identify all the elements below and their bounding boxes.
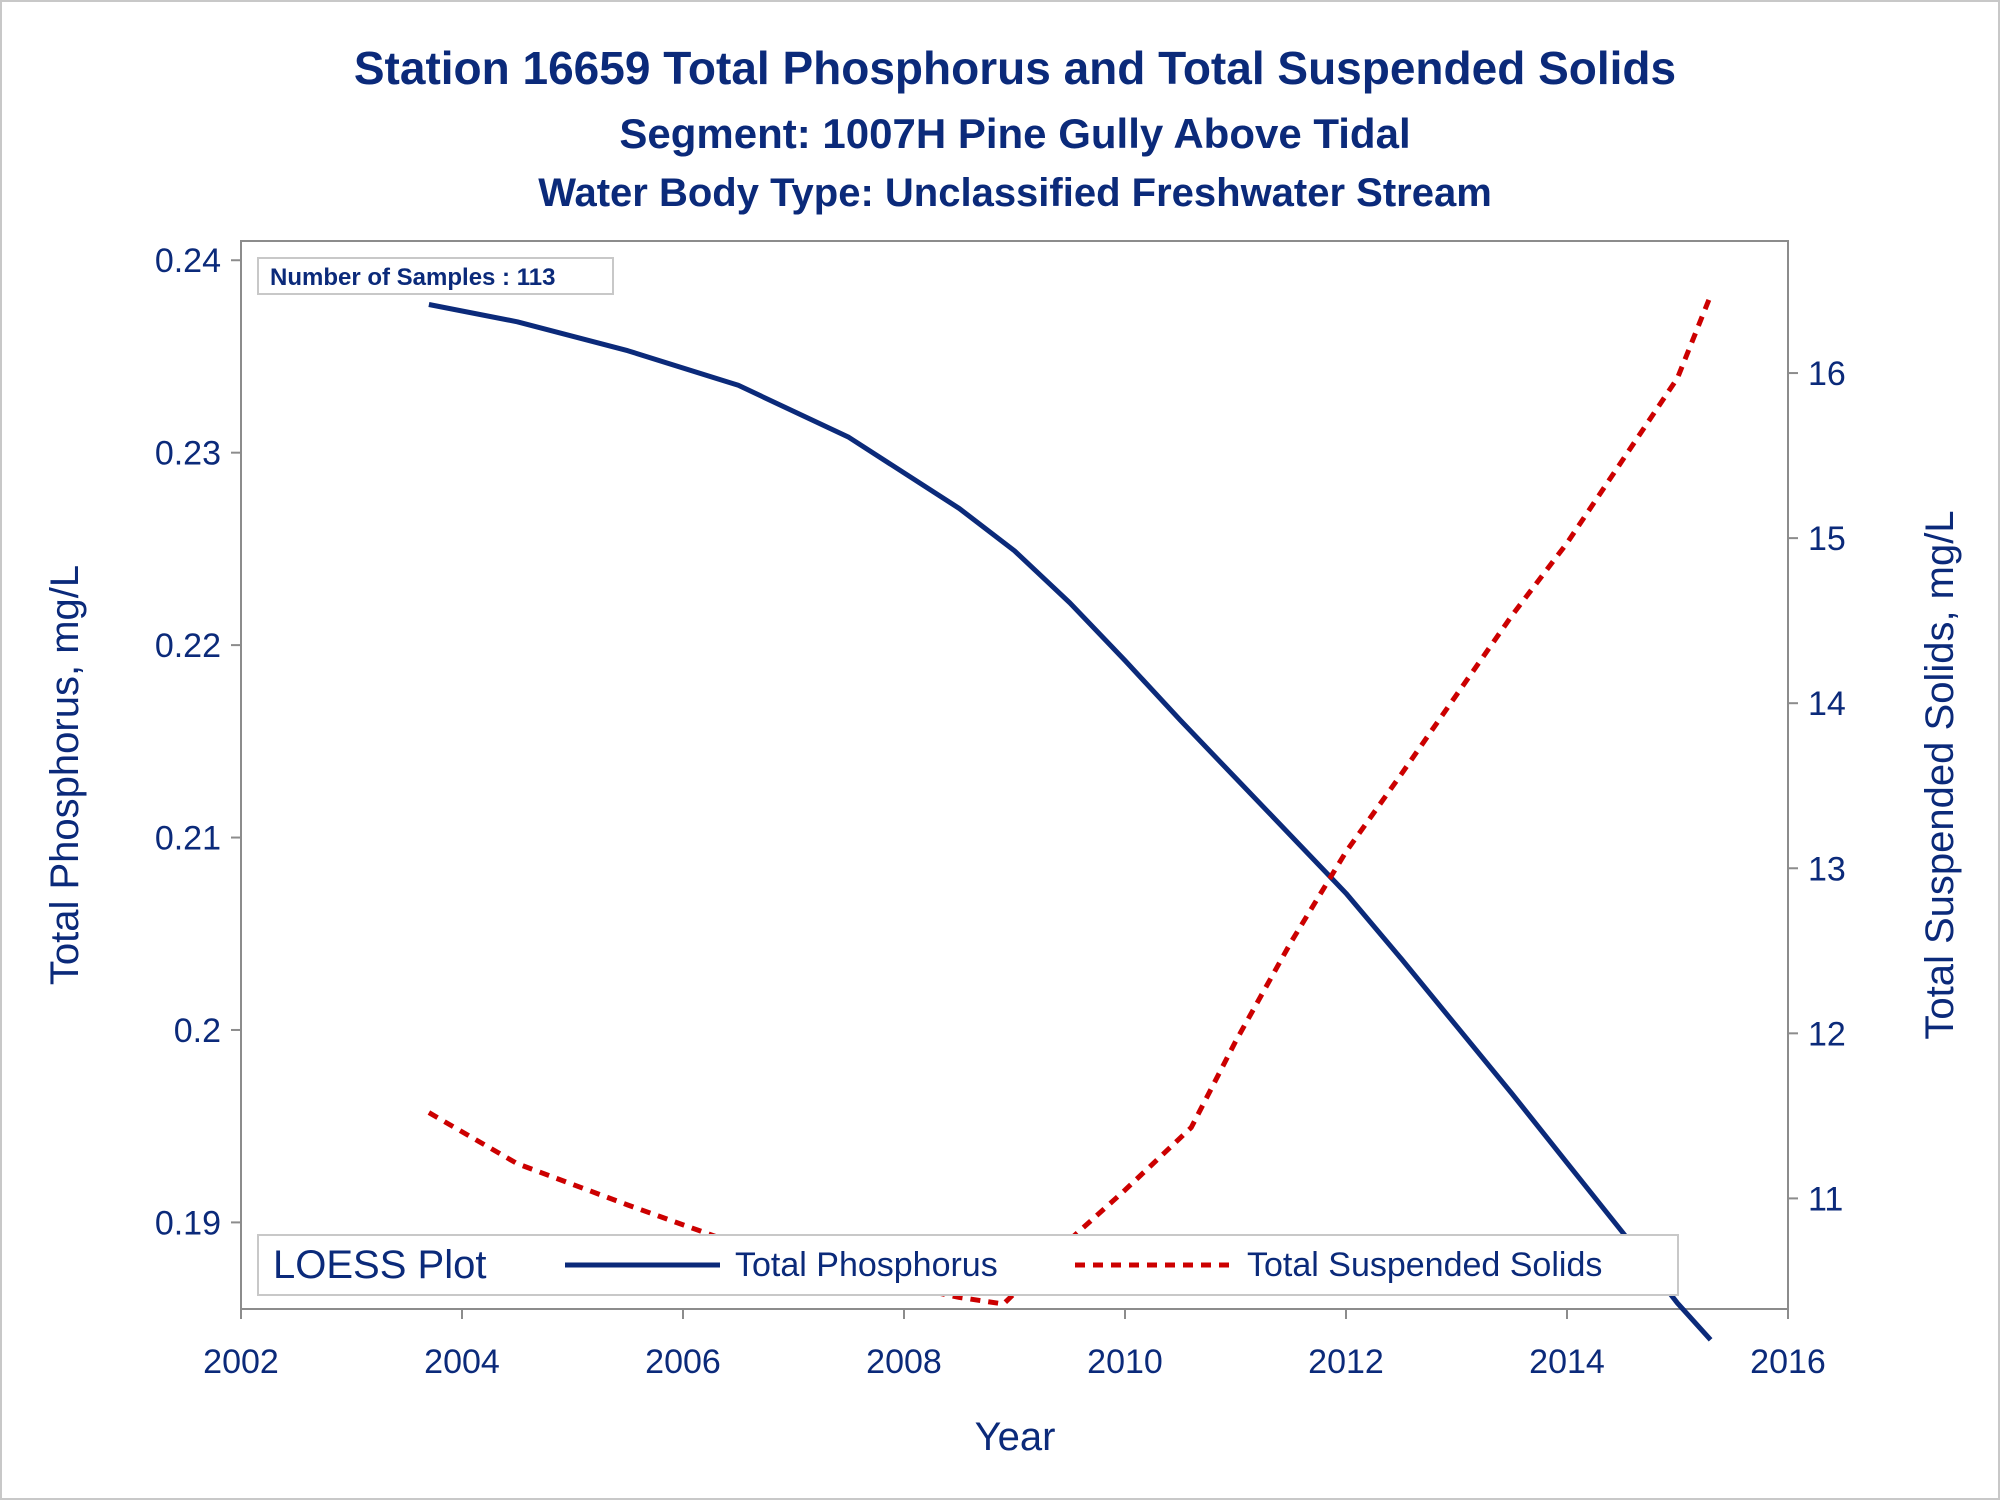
y2-tick-label: 11 [1808, 1180, 1843, 1218]
y2-tick-label: 14 [1808, 685, 1846, 723]
legend-label-tss: Total Suspended Solids [1247, 1246, 1602, 1284]
x-axis-label: Year [975, 1415, 1056, 1459]
x-tick-label: 2002 [203, 1343, 279, 1381]
legend-label-phosphorus: Total Phosphorus [735, 1246, 998, 1284]
y2-axis-label: Total Suspended Solids, mg/L [1918, 510, 1962, 1039]
y-tick-label: 0.21 [155, 820, 221, 858]
y-tick-label: 0.24 [155, 242, 221, 280]
y-axis-right: 11 12 13 14 15 16 [1788, 355, 1846, 1218]
legend-box [257, 1234, 1679, 1296]
plot-area [240, 240, 1789, 1310]
chart-title: Station 16659 Total Phosphorus and Total… [354, 42, 1676, 94]
legend: LOESS Plot Total Phosphorus Total Suspen… [257, 1234, 1679, 1296]
x-tick-label: 2010 [1087, 1343, 1163, 1381]
sample-count-text: Number of Samples : 113 [270, 264, 555, 291]
y2-tick-label: 16 [1808, 355, 1846, 393]
x-tick-label: 2016 [1750, 1343, 1826, 1381]
legend-title: LOESS Plot [273, 1243, 486, 1287]
y2-tick-label: 15 [1808, 520, 1846, 558]
y-tick-label: 0.19 [155, 1204, 221, 1242]
y-tick-label: 0.23 [155, 435, 221, 473]
y-axis-left: 0.19 0.2 0.21 0.22 0.23 0.24 [155, 242, 241, 1242]
x-tick-label: 2004 [424, 1343, 500, 1381]
y-tick-label: 0.2 [174, 1012, 221, 1050]
y-tick-label: 0.22 [155, 627, 221, 665]
x-tick-label: 2008 [866, 1343, 942, 1381]
series-line-total-phosphorus [428, 302, 1713, 1342]
series-layer [427, 294, 1713, 1342]
chart-subtitle-2: Water Body Type: Unclassified Freshwater… [538, 171, 1492, 215]
x-axis: 2002 2004 2006 2008 2010 2012 2014 2016 [203, 1309, 1826, 1381]
series-line-total-suspended-solids [427, 294, 1713, 1307]
x-tick-label: 2014 [1529, 1343, 1605, 1381]
y2-tick-label: 13 [1808, 850, 1846, 888]
x-tick-label: 2012 [1308, 1343, 1384, 1381]
y-axis-label: Total Phosphorus, mg/L [43, 565, 87, 985]
x-tick-label: 2006 [645, 1343, 721, 1381]
sample-count-box: Number of Samples : 113 [257, 257, 614, 295]
chart-subtitle: Segment: 1007H Pine Gully Above Tidal [619, 110, 1410, 157]
y2-tick-label: 12 [1808, 1015, 1846, 1053]
